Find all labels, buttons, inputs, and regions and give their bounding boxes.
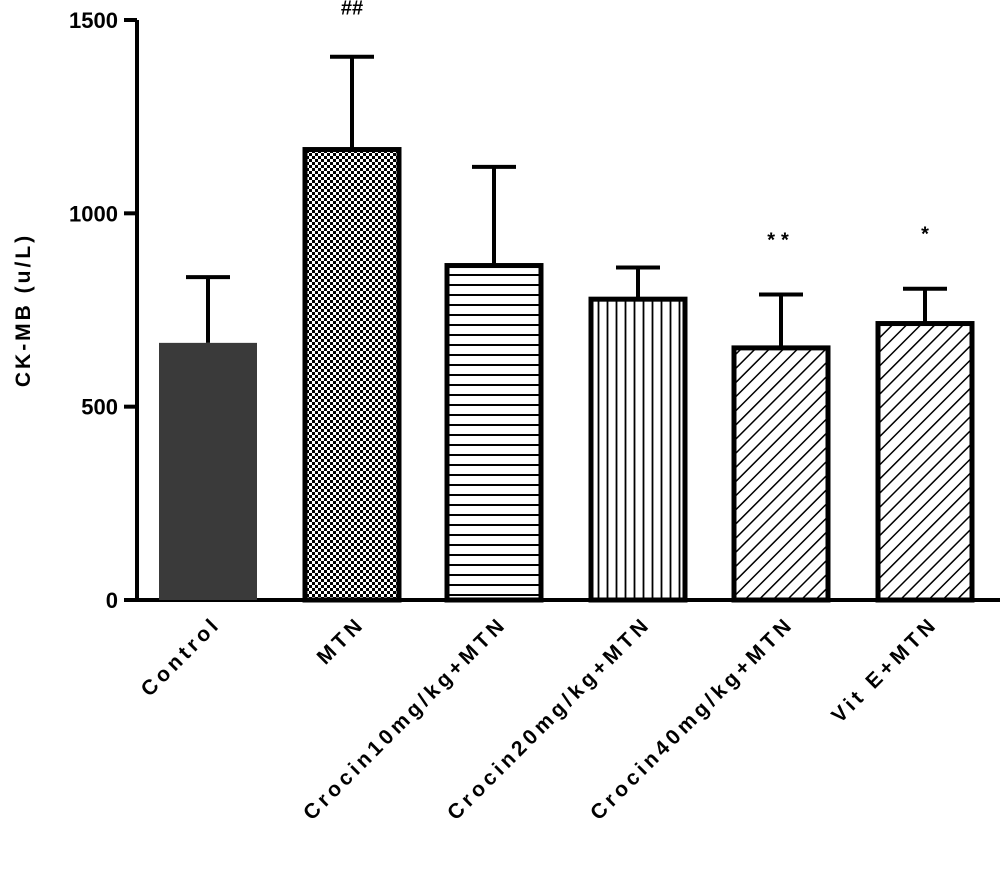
category-labels: Control MTNCrocin10mg/kg+MTNCrocin20mg/kg… — [137, 612, 943, 824]
y-ticks: 0 500 1000 1500 — [69, 8, 137, 613]
x-tick-label: Vit E+MTN — [827, 612, 942, 727]
x-tick-label: MTN — [313, 612, 370, 669]
bar — [444, 263, 544, 603]
y-axis-title: CK-MB (u/L) — [12, 233, 35, 387]
significance-marker: * — [921, 224, 929, 246]
significance-marker: ## — [341, 0, 363, 20]
y-tick-label: 500 — [81, 395, 118, 420]
bar — [588, 296, 688, 603]
bar — [875, 321, 975, 603]
bars: ##** * — [159, 0, 975, 603]
x-tick-label: Control — [137, 612, 226, 701]
y-tick-label: 1500 — [69, 8, 118, 33]
bar — [302, 147, 402, 603]
significance-marker: ** — [767, 230, 795, 252]
bar — [159, 342, 257, 600]
y-tick-label: 1000 — [69, 201, 118, 226]
bar — [731, 345, 831, 603]
y-tick-label: 0 — [106, 588, 118, 613]
